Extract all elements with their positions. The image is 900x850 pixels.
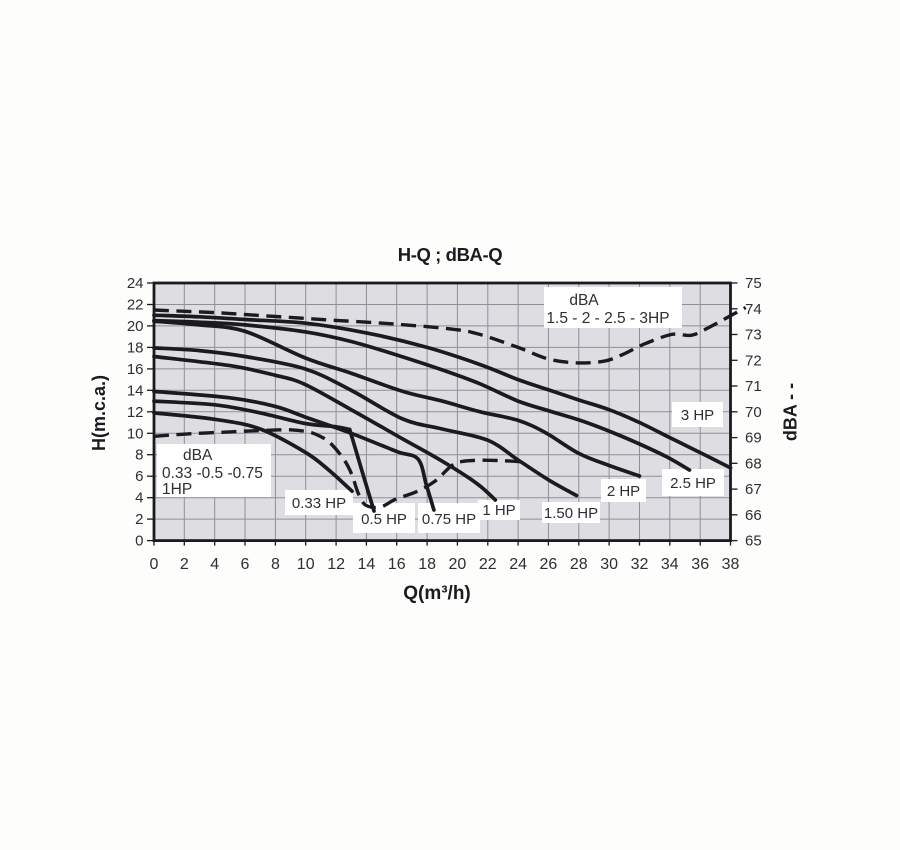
- svg-text:8: 8: [271, 556, 280, 573]
- svg-text:74: 74: [745, 301, 762, 318]
- svg-text:16: 16: [388, 556, 406, 573]
- svg-text:69: 69: [745, 430, 762, 447]
- svg-text:H(m.c.a.): H(m.c.a.): [89, 375, 109, 451]
- svg-text:dBA: dBA: [569, 292, 599, 309]
- svg-text:1.5 - 2 - 2.5 - 3HP: 1.5 - 2 - 2.5 - 3HP: [546, 310, 669, 327]
- svg-text:22: 22: [127, 297, 144, 314]
- svg-text:67: 67: [745, 481, 762, 498]
- svg-text:20: 20: [449, 556, 467, 573]
- svg-text:2.5 HP: 2.5 HP: [670, 475, 716, 492]
- svg-text:4: 4: [135, 490, 143, 507]
- svg-text:1.50 HP: 1.50 HP: [544, 505, 598, 522]
- svg-text:10: 10: [297, 556, 315, 573]
- svg-text:20: 20: [127, 318, 144, 335]
- svg-text:72: 72: [745, 352, 762, 369]
- svg-text:14: 14: [358, 556, 376, 573]
- svg-text:71: 71: [745, 378, 762, 395]
- svg-text:4: 4: [210, 556, 219, 573]
- svg-text:32: 32: [631, 556, 649, 573]
- svg-text:30: 30: [600, 556, 618, 573]
- svg-text:Q(m³/h): Q(m³/h): [403, 583, 471, 604]
- svg-text:36: 36: [691, 556, 709, 573]
- svg-text:75: 75: [745, 275, 762, 292]
- svg-text:66: 66: [745, 507, 762, 524]
- svg-text:0: 0: [135, 533, 143, 550]
- svg-text:24: 24: [509, 556, 527, 573]
- svg-text:6: 6: [241, 556, 250, 573]
- svg-text:0.33 -0.5 -0.75: 0.33 -0.5 -0.75: [162, 465, 263, 482]
- svg-text:1 HP: 1 HP: [482, 502, 515, 519]
- svg-text:22: 22: [479, 556, 497, 573]
- svg-text:2: 2: [180, 556, 189, 573]
- svg-text:0.75 HP: 0.75 HP: [422, 511, 476, 528]
- svg-text:26: 26: [540, 556, 558, 573]
- svg-text:12: 12: [127, 404, 144, 421]
- svg-text:0: 0: [150, 556, 159, 573]
- svg-text:3 HP: 3 HP: [681, 407, 714, 424]
- svg-text:H-Q ; dBA-Q: H-Q ; dBA-Q: [398, 244, 503, 265]
- svg-text:2 HP: 2 HP: [607, 483, 640, 500]
- svg-text:73: 73: [745, 327, 762, 344]
- svg-text:12: 12: [327, 556, 345, 573]
- svg-text:16: 16: [127, 361, 144, 378]
- svg-text:14: 14: [127, 382, 144, 399]
- svg-text:10: 10: [127, 425, 144, 442]
- svg-text:38: 38: [722, 556, 740, 573]
- svg-text:2: 2: [135, 511, 143, 528]
- svg-text:34: 34: [661, 556, 679, 573]
- svg-text:8: 8: [135, 447, 143, 464]
- svg-text:18: 18: [418, 556, 436, 573]
- svg-text:1HP: 1HP: [162, 481, 192, 498]
- svg-text:18: 18: [127, 339, 144, 356]
- svg-text:70: 70: [745, 404, 762, 421]
- svg-text:dBA - -: dBA - -: [781, 383, 801, 441]
- svg-text:6: 6: [135, 468, 143, 485]
- svg-text:dBA: dBA: [183, 447, 213, 464]
- svg-text:0.33 HP: 0.33 HP: [292, 495, 346, 512]
- svg-text:28: 28: [570, 556, 588, 573]
- svg-text:24: 24: [127, 275, 144, 292]
- svg-text:68: 68: [745, 455, 762, 472]
- svg-text:65: 65: [745, 533, 762, 550]
- svg-text:0.5 HP: 0.5 HP: [361, 511, 407, 528]
